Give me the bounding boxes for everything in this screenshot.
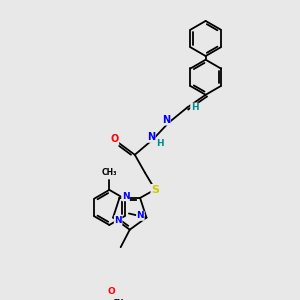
Text: H: H xyxy=(156,139,164,148)
Text: S: S xyxy=(151,184,159,194)
Text: N: N xyxy=(114,216,122,225)
Text: CH₃: CH₃ xyxy=(102,168,117,177)
Text: CH₃: CH₃ xyxy=(113,299,128,300)
Text: N: N xyxy=(136,212,144,220)
Text: N: N xyxy=(147,132,155,142)
Text: O: O xyxy=(107,287,115,296)
Text: H: H xyxy=(191,103,198,112)
Text: N: N xyxy=(162,115,170,125)
Text: O: O xyxy=(110,134,119,144)
Text: N: N xyxy=(122,192,129,201)
